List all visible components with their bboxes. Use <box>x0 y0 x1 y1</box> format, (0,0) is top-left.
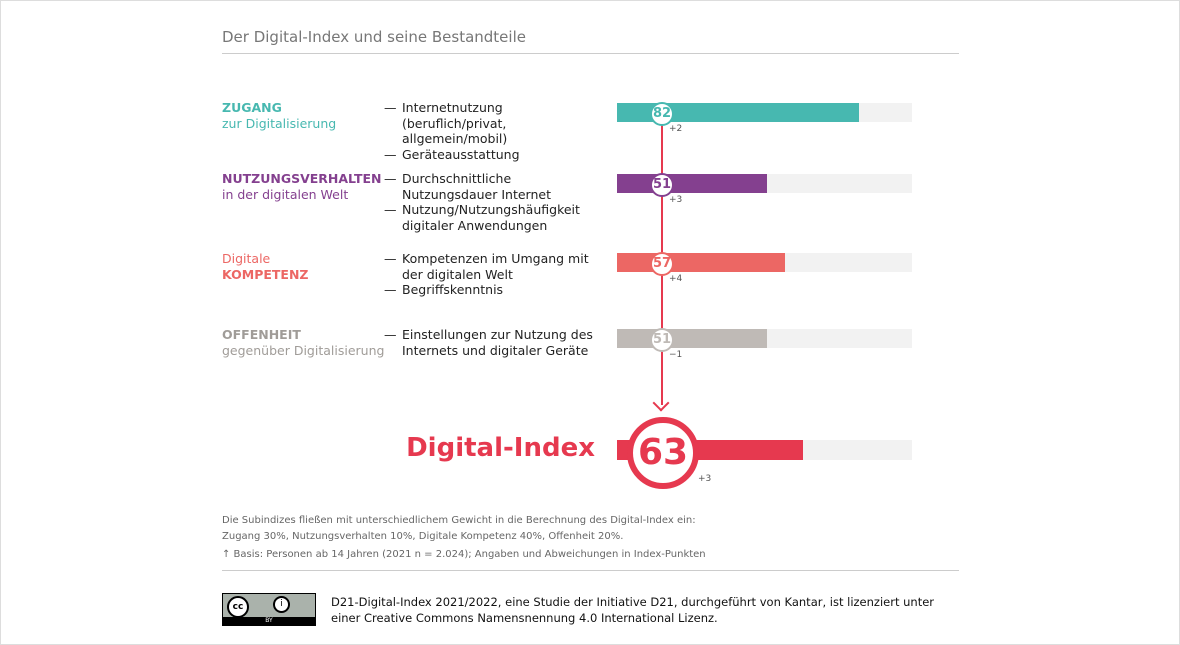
value-bar <box>617 253 786 272</box>
dash-bullet: — <box>384 171 397 186</box>
component-list: — Einstellungen zur Nutzung des Internets… <box>384 327 602 358</box>
list-item-text: Internetnutzung (beruflich/privat, allge… <box>402 100 508 146</box>
component-list: — Kompetenzen im Umgang mit der digitalen… <box>384 251 602 298</box>
dash-bullet: — <box>384 146 397 162</box>
value-circle: 51 <box>650 328 674 352</box>
list-item: — Durchschnittliche Nutzungsdauer Interne… <box>384 171 602 202</box>
value-circle: 51 <box>650 173 674 197</box>
delta-label: −1 <box>669 350 683 360</box>
dash-bullet: — <box>384 282 397 297</box>
category-subtitle: zur Digitalisierung <box>222 116 337 131</box>
list-item: — Internetnutzung (beruflich/privat, allg… <box>384 100 602 147</box>
license-line: einer Creative Commons Namensnennung 4.0… <box>331 611 718 625</box>
license-line: D21-Digital-Index 2021/2022, eine Studie… <box>331 595 935 609</box>
note-line: Die Subindizes fließen mit unterschiedli… <box>222 515 696 526</box>
basis-note: ↑ Basis: Personen ab 14 Jahren (2021 n =… <box>222 549 706 560</box>
component-list: — Durchschnittliche Nutzungsdauer Interne… <box>384 171 602 233</box>
component-list: — Internetnutzung (beruflich/privat, allg… <box>384 100 602 162</box>
value-bar <box>617 174 768 193</box>
list-item: — Kompetenzen im Umgang mit der digitalen… <box>384 251 602 282</box>
digital-index-label: Digital-Index <box>406 433 595 463</box>
category-title: Digitale <box>222 251 271 266</box>
divider <box>222 53 959 54</box>
license-text: D21-Digital-Index 2021/2022, eine Studie… <box>331 594 934 626</box>
digital-index-value: 63 <box>627 417 699 489</box>
category-title: OFFENHEIT <box>222 327 301 342</box>
note-line: Zugang 30%, Nutzungsverhalten 10%, Digit… <box>222 531 624 542</box>
person-icon: i <box>273 596 290 613</box>
chart-title: Der Digital-Index und seine Bestandteile <box>222 28 526 46</box>
category-label: Digitale KOMPETENZ <box>222 251 308 283</box>
list-item-text: Kompetenzen im Umgang mit der digitalen … <box>402 251 589 282</box>
category-subtitle: gegenüber Digitalisierung <box>222 343 385 358</box>
category-label: ZUGANG zur Digitalisierung <box>222 100 336 132</box>
category-label: NUTZUNGSVERHALTEN in der digitalen Welt <box>222 171 381 203</box>
category-subtitle: KOMPETENZ <box>222 267 309 282</box>
digital-index-delta: +3 <box>698 474 712 484</box>
category-title: NUTZUNGSVERHALTEN <box>222 171 382 186</box>
bar-track <box>617 103 912 122</box>
category-subtitle: in der digitalen Welt <box>222 187 349 202</box>
list-item-text: Durchschnittliche Nutzungsdauer Internet <box>402 171 551 202</box>
list-item: — Einstellungen zur Nutzung des Internets… <box>384 327 602 358</box>
divider <box>222 570 959 571</box>
cc-by-license-logo[interactable]: cc i BY <box>222 593 316 626</box>
by-label: BY <box>223 617 315 625</box>
category-label: OFFENHEIT gegenüber Digitalisierung <box>222 327 384 359</box>
value-circle: 57 <box>650 252 674 276</box>
list-item-text: Einstellungen zur Nutzung des Internets … <box>402 327 593 358</box>
delta-label: +4 <box>669 274 683 284</box>
arrow-down-icon <box>652 394 670 412</box>
list-item: — Begriffskenntnis <box>384 282 602 298</box>
value-circle: 82 <box>650 102 674 126</box>
cc-icon: cc <box>227 596 249 618</box>
delta-label: +2 <box>669 124 683 134</box>
dash-bullet: — <box>384 202 397 217</box>
list-item-text: Geräteausstattung <box>402 146 520 162</box>
dash-bullet: — <box>384 100 397 115</box>
value-bar <box>617 329 768 348</box>
list-item-text: Nutzung/Nutzungshäufigkeit digitaler Anw… <box>402 202 580 233</box>
value-bar <box>617 103 859 122</box>
list-item-text: Begriffskenntnis <box>402 282 504 297</box>
list-item: — Nutzung/Nutzungshäufigkeit digitaler An… <box>384 202 602 233</box>
dash-bullet: — <box>384 327 397 342</box>
category-title: ZUGANG <box>222 100 282 115</box>
delta-label: +3 <box>669 195 683 205</box>
dash-bullet: — <box>384 251 397 266</box>
list-item: — Geräteausstattung <box>384 147 602 163</box>
